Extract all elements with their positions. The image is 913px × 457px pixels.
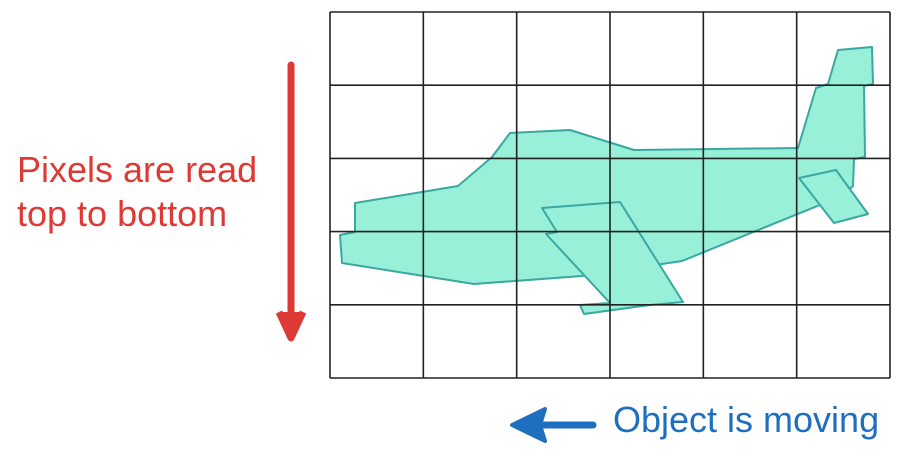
motion-direction-label: Object is moving (613, 399, 880, 440)
scan-direction-label-line1: Pixels are read (17, 149, 258, 190)
pixel-grid (329, 11, 891, 379)
down-arrow-icon (275, 61, 307, 342)
airplane-icon (339, 46, 874, 315)
left-arrow-icon (510, 407, 597, 443)
scan-direction-label-line2: top to bottom (17, 193, 228, 234)
scan-direction-label: Pixels are read top to bottom (17, 148, 287, 236)
airplane-tail-stabilizer (798, 169, 869, 224)
airplane-wing (541, 201, 684, 315)
